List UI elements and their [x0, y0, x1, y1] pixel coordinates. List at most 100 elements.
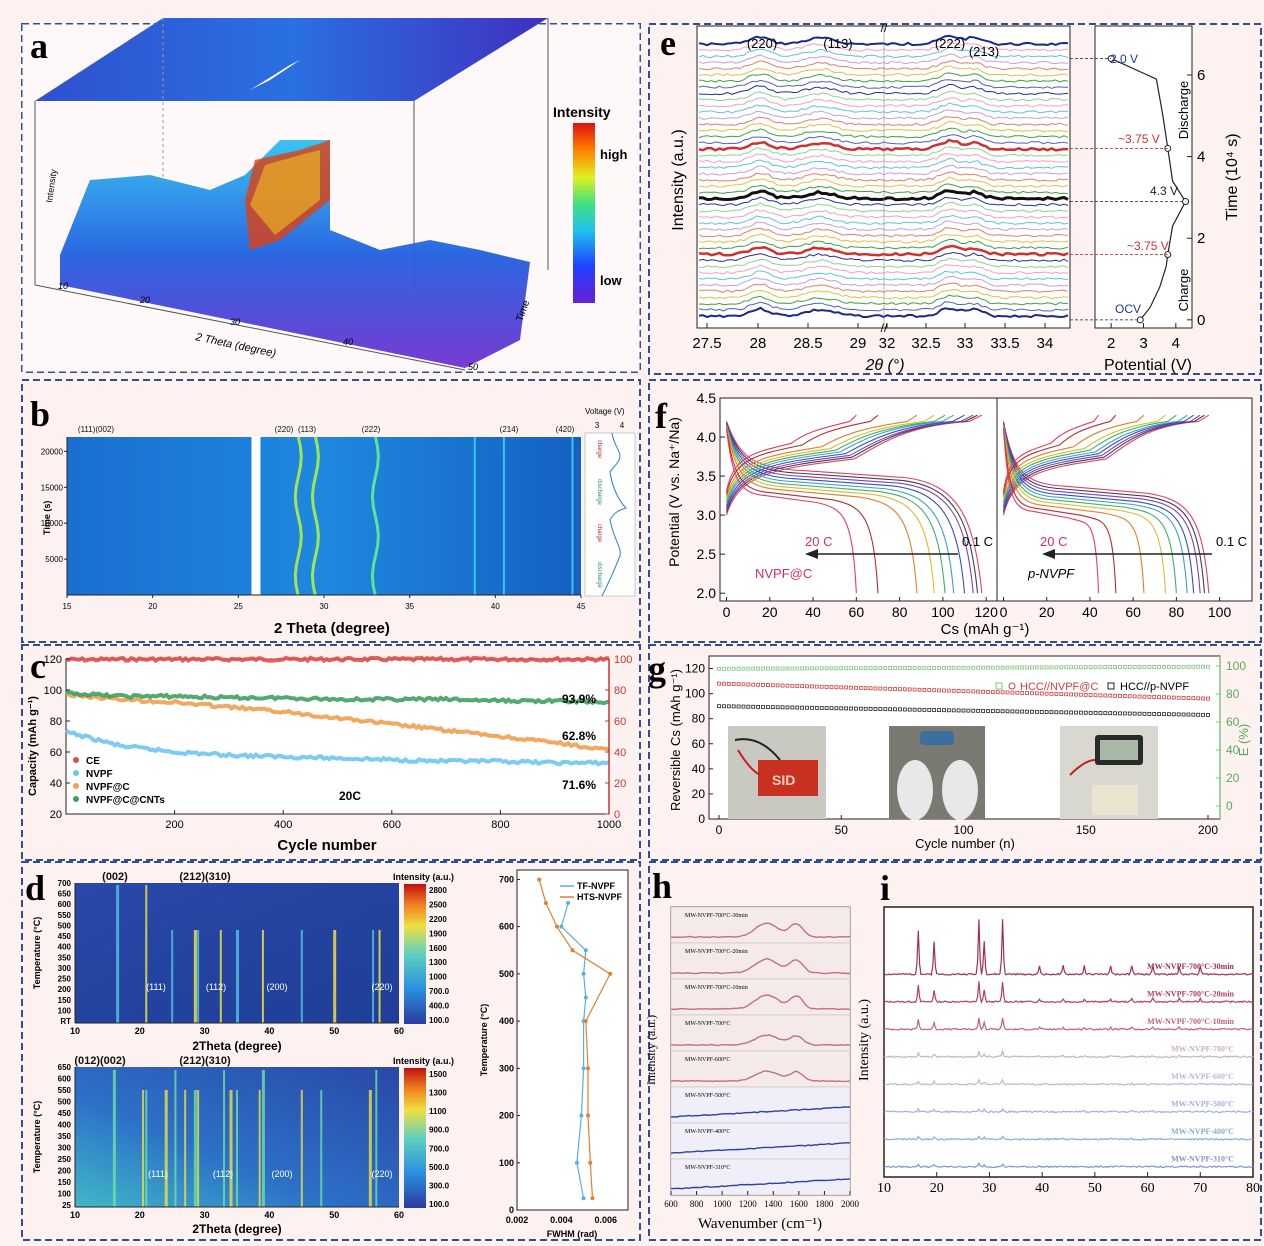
- data-point: [819, 684, 824, 689]
- charge-curve: [725, 414, 935, 500]
- potential-label: 2.0 V: [1110, 52, 1138, 66]
- y-tick-label: 0: [698, 812, 705, 826]
- axis-label-y: Intensity (a.u.): [644, 1015, 658, 1085]
- data-point: [736, 682, 741, 687]
- data-point: [1122, 711, 1127, 716]
- heatmap-peak: [145, 885, 148, 1023]
- data-point: [1206, 696, 1210, 701]
- sample-label: MW-NVPF-700°C-10min: [685, 984, 748, 991]
- gcd-curves: [725, 414, 1210, 594]
- axis-label-z: Intensity: [44, 168, 59, 203]
- data-point: [1108, 711, 1113, 716]
- peak-label: (212)(310): [179, 1055, 231, 1067]
- data-point: [1054, 665, 1059, 670]
- legend-label: NVPF@C@CNTs: [86, 795, 165, 806]
- sample-band: [670, 1122, 851, 1160]
- data-point: [726, 681, 731, 686]
- voltage-title: Voltage (V): [585, 407, 625, 416]
- heatmap-peak: [197, 930, 200, 1023]
- peak-labels: (220) (113) (222) (213): [747, 36, 999, 59]
- data-point: [1088, 665, 1093, 670]
- y-tick-label: 400: [499, 1016, 514, 1026]
- data-point: [800, 705, 805, 710]
- x-tick-label: 20: [135, 1210, 145, 1220]
- y2-tick-label: 60: [1226, 715, 1240, 729]
- y-tick-label: 250: [58, 1155, 72, 1164]
- colorbar-tick: 2200: [429, 915, 447, 924]
- series-HTS-NVPF: [538, 879, 611, 1199]
- y-tick-label: 20000: [41, 447, 64, 456]
- y-tick-label: 500: [58, 1098, 72, 1107]
- heatmap-peak: [142, 1090, 145, 1207]
- sample-label: MW-NVPF-600°C: [685, 1056, 730, 1063]
- heatmap-stripes: [251, 436, 574, 596]
- xrd-trace: [698, 34, 1069, 47]
- axes: 200 400 600 800 1000 20 40 60 80 100 120 0 20 40 60 80 1…: [44, 654, 633, 831]
- data-point: [1157, 712, 1161, 716]
- data-point: [717, 681, 721, 686]
- y2-tick-label: 40: [1226, 743, 1240, 757]
- xrd-trace: [698, 157, 1069, 170]
- xrd-trace: [883, 1162, 1254, 1169]
- data-point: [731, 704, 736, 709]
- x-tick-label: 40: [343, 337, 353, 347]
- rate-arrowhead: [805, 549, 818, 559]
- data-point: [1083, 692, 1088, 697]
- axis-label-y: Capacity (mAh g⁻¹): [27, 696, 39, 796]
- series-point: [554, 924, 559, 929]
- rate-arrowhead: [1042, 549, 1055, 559]
- colorbar-high: high: [600, 147, 627, 162]
- data-point: [1118, 665, 1122, 669]
- x-tick-label: 50: [329, 1210, 339, 1220]
- y-tick-label: 650: [58, 890, 72, 899]
- sample-label: MW-NVPF-500°C: [1171, 1100, 1234, 1109]
- x-tick-label: 1200: [739, 1199, 758, 1209]
- heatmap-peak: [219, 930, 222, 1023]
- voltage-tick: 3: [595, 421, 600, 430]
- x-tick-label: 600: [664, 1199, 678, 1209]
- data-point: [995, 709, 1000, 714]
- data-point: [1074, 692, 1078, 697]
- data-point: [1025, 709, 1029, 714]
- data-point: [1157, 695, 1161, 700]
- data-point: [1044, 665, 1049, 670]
- sample-band: [670, 1158, 851, 1196]
- xrd-trace: [883, 1048, 1254, 1059]
- data-point: [1088, 710, 1093, 715]
- data-point: [1108, 693, 1113, 698]
- data-point: [731, 666, 736, 671]
- panel-letter: c: [30, 646, 46, 686]
- data-point: [883, 686, 888, 691]
- data-point: [1196, 664, 1201, 669]
- colorbar-tick: 1500: [429, 1070, 447, 1079]
- data-point: [839, 685, 844, 690]
- y-tick-label: 0: [1197, 312, 1205, 329]
- discharge-curve: [1002, 425, 1177, 594]
- heatmap-peak: [258, 1090, 261, 1207]
- colorbar-bottom: [404, 1068, 426, 1208]
- peak-label: (111)(002): [78, 425, 115, 434]
- data-point: [844, 706, 849, 711]
- data-point: [1152, 712, 1157, 716]
- data-point: [878, 686, 883, 691]
- panel-frame: [21, 379, 641, 643]
- xrd-trace: [698, 176, 1069, 188]
- annotation: 71.6%: [562, 778, 596, 792]
- y-tick-label: 40: [692, 762, 706, 776]
- data-point: [834, 666, 839, 671]
- discharge-curve: [725, 427, 918, 594]
- xrd-trace: [698, 90, 1069, 102]
- panel-d: d RT100150200250300350400450500550600650…: [25, 868, 629, 1239]
- axis-label-y: Intensity (a.u.): [857, 999, 872, 1081]
- data-point: [907, 687, 912, 692]
- data-point: [810, 684, 814, 689]
- fwhm-xlabel: FWHM (rad): [547, 1229, 598, 1239]
- x-tick-label: 60: [1125, 604, 1141, 620]
- data-point: [922, 688, 927, 692]
- x-tick-label: 32: [879, 335, 896, 352]
- data-point: [961, 665, 966, 670]
- rate-label: 20 C: [805, 534, 832, 549]
- series-plot: [64, 655, 610, 767]
- data-point: [780, 666, 785, 671]
- peak-labels: (111)(002) (220) (113) (222) (214) (420): [78, 425, 575, 434]
